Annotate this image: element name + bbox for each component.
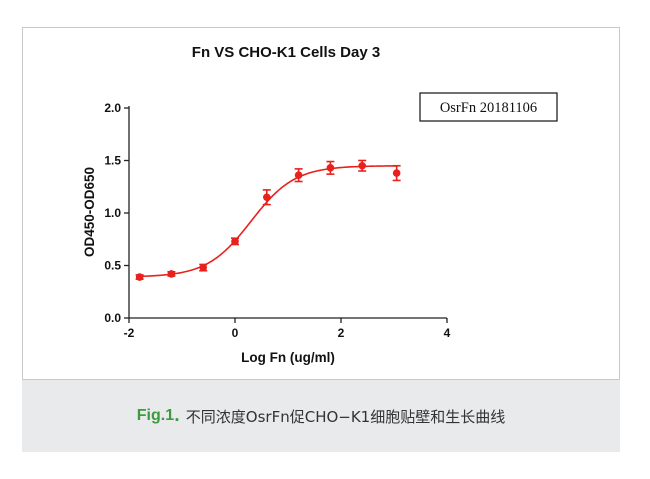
y-axis-ticks: 0.0 0.5 1.0 1.5 2.0 [104,101,129,325]
y-tick-label: 2.0 [104,101,121,115]
x-tick-label: 0 [232,326,239,340]
figure-frame [22,27,620,380]
fit-curve [139,165,397,278]
y-tick-label: 1.5 [104,154,121,168]
y-axis-label: OD450-OD650 [82,167,97,257]
data-points [135,159,401,281]
legend: OsrFn 20181106 [419,92,558,122]
data-point [135,273,144,281]
y-tick-label: 1.0 [104,206,121,220]
data-point [167,270,176,278]
data-point [231,237,239,246]
data-point [199,263,207,272]
legend-label: OsrFn 20181106 [440,100,537,116]
data-point [392,169,401,177]
data-point [263,193,271,202]
caption-label: Fig.1 [136,407,175,424]
chart-title: Fn VS CHO-K1 Cells Day 3 [192,44,380,61]
figure-caption: Fig.1 . 不同浓度OsrFn促CHO−K1细胞贴壁和生长曲线 [22,380,620,452]
caption-separator: . [174,407,180,425]
x-tick-label: -2 [124,326,135,340]
data-point [326,164,335,172]
data-point [358,161,367,170]
y-tick-label: 0.5 [104,259,121,273]
chart: Fn VS CHO-K1 Cells Day 3 OsrFn 20181106 … [82,44,558,365]
x-axis-label: Log Fn (ug/ml) [241,350,335,365]
x-tick-label: 4 [444,326,451,340]
x-tick-label: 2 [338,326,345,340]
y-tick-label: 0.0 [104,311,121,325]
legend-box [419,92,558,122]
data-point [294,171,303,179]
x-axis-ticks: -2 0 2 4 [124,318,451,340]
caption-text: 不同浓度OsrFn促CHO−K1细胞贴壁和生长曲线 [185,407,506,426]
